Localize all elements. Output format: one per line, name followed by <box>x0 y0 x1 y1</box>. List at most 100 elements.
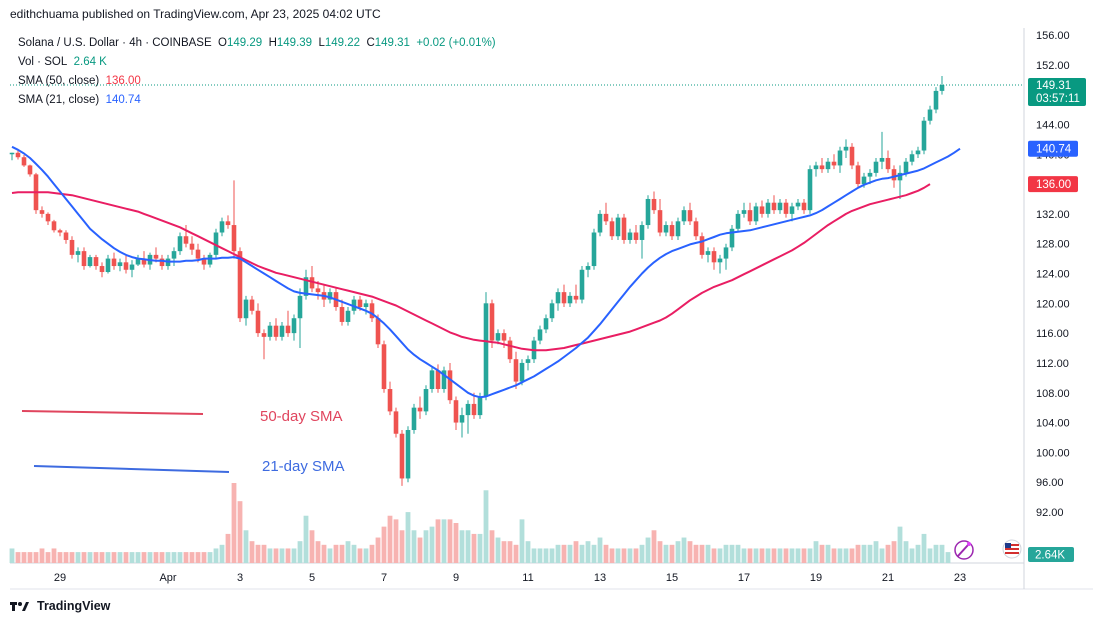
candle-body <box>297 295 303 319</box>
volume-bar <box>249 541 255 563</box>
magic-icon-wand <box>957 544 969 557</box>
y-tick-label: 156.00 <box>1036 30 1070 42</box>
candle-body <box>219 221 225 233</box>
legend-sma50-row: SMA (50, close) 136.00 <box>18 72 496 91</box>
candle-body <box>483 303 489 397</box>
flag-canton <box>1005 543 1011 548</box>
volume-bar <box>189 552 195 563</box>
candle-body <box>237 251 243 319</box>
volume-bar <box>405 512 411 563</box>
volume-bar <box>93 552 99 563</box>
volume-bar <box>771 548 777 563</box>
magic-icon-spark <box>967 542 971 546</box>
y-tick-label: 92.00 <box>1036 507 1064 519</box>
candle-body <box>381 344 387 390</box>
y-tick-label: 104.00 <box>1036 418 1070 430</box>
tradingview-brand-text: TradingView <box>37 599 111 613</box>
candle-body <box>75 251 81 255</box>
candle-body <box>111 258 117 267</box>
candle-body <box>207 254 213 265</box>
tradingview-footer[interactable]: TradingView <box>10 599 110 613</box>
sma50-annotation-text: 50-day SMA <box>260 408 343 425</box>
candle-body <box>609 221 615 237</box>
candle-body <box>525 359 531 363</box>
candle-body <box>471 403 477 416</box>
candle-body <box>939 85 945 91</box>
volume-bar <box>573 541 579 563</box>
candle-body <box>915 150 921 155</box>
legend-low-value: 149.22 <box>324 37 361 49</box>
candle-body <box>933 90 939 110</box>
candle-body <box>369 303 375 319</box>
flag-icon[interactable] <box>1002 539 1022 559</box>
volume-bar <box>171 552 177 563</box>
volume-bar <box>945 552 951 563</box>
volume-bar <box>489 530 495 563</box>
candle-body <box>129 264 135 270</box>
candle-body <box>579 269 585 300</box>
candle-body <box>495 333 501 341</box>
candle-body <box>675 221 681 237</box>
candle-body <box>393 411 399 434</box>
candle-body <box>789 206 795 214</box>
volume-bar <box>39 548 45 563</box>
candle-body <box>249 299 255 311</box>
volume-bar <box>369 544 375 563</box>
volume-bar <box>201 552 207 563</box>
legend-l-label: L <box>318 37 325 49</box>
x-axis[interactable]: 29 Apr 3 5 7 9 11 13 15 17 19 21 23 <box>54 572 966 584</box>
volume-bar <box>609 548 615 563</box>
candle-body <box>399 433 405 479</box>
candle-body <box>801 202 807 211</box>
candle-body <box>213 232 219 255</box>
candle-body <box>141 258 147 265</box>
volume-bar <box>63 552 69 563</box>
sma50-tag-bg <box>1028 176 1078 193</box>
volume-bar <box>723 544 729 563</box>
volume-bar <box>465 530 471 563</box>
candle-body <box>807 169 813 211</box>
candle-body <box>639 225 645 240</box>
candle-body <box>723 247 729 259</box>
candle-body <box>225 221 231 226</box>
volume-bar <box>387 515 393 563</box>
legend-symbol[interactable]: Solana / U.S. Dollar · 4h · COINBASE <box>18 37 212 49</box>
candle-body <box>429 370 435 390</box>
volume-bar <box>867 544 873 563</box>
candle-body <box>15 152 21 158</box>
candle-body <box>717 258 723 263</box>
flag-stripe <box>1005 552 1019 554</box>
volume-bar <box>321 544 327 563</box>
volume-bar <box>693 544 699 563</box>
sma21-tag-bg <box>1028 140 1078 157</box>
candle-body <box>57 230 63 233</box>
volume-bar <box>219 544 225 563</box>
candle-body <box>315 288 321 293</box>
candle-body <box>669 225 675 237</box>
legend-vol-label[interactable]: Vol · SOL <box>18 56 68 68</box>
x-tick-label: 11 <box>522 572 533 584</box>
volume-bar <box>513 544 519 563</box>
legend-sma21-label[interactable]: SMA (21, close) <box>18 94 100 106</box>
volume-bar <box>657 541 663 563</box>
y-tick-label: 108.00 <box>1036 388 1070 400</box>
volume-bar <box>279 548 285 563</box>
volume-bar <box>483 490 489 563</box>
sma21-price-tag: 140.74 <box>1028 140 1078 157</box>
volume-bar <box>411 530 417 563</box>
volume-bar <box>795 548 801 563</box>
volume-bar <box>9 548 15 563</box>
legend-sma50-label[interactable]: SMA (50, close) <box>18 75 100 87</box>
volume-bar <box>603 544 609 563</box>
volume-bar <box>117 552 123 563</box>
legend-open-value: 149.29 <box>227 37 263 49</box>
y-tick-label: 120.00 <box>1036 298 1070 310</box>
candle-body <box>633 232 639 240</box>
magic-icon[interactable] <box>954 540 974 560</box>
candle-body <box>183 236 189 244</box>
volume-bar <box>633 548 639 563</box>
candle-body <box>567 295 573 304</box>
candle-body <box>741 210 747 214</box>
candle-body <box>885 157 891 170</box>
